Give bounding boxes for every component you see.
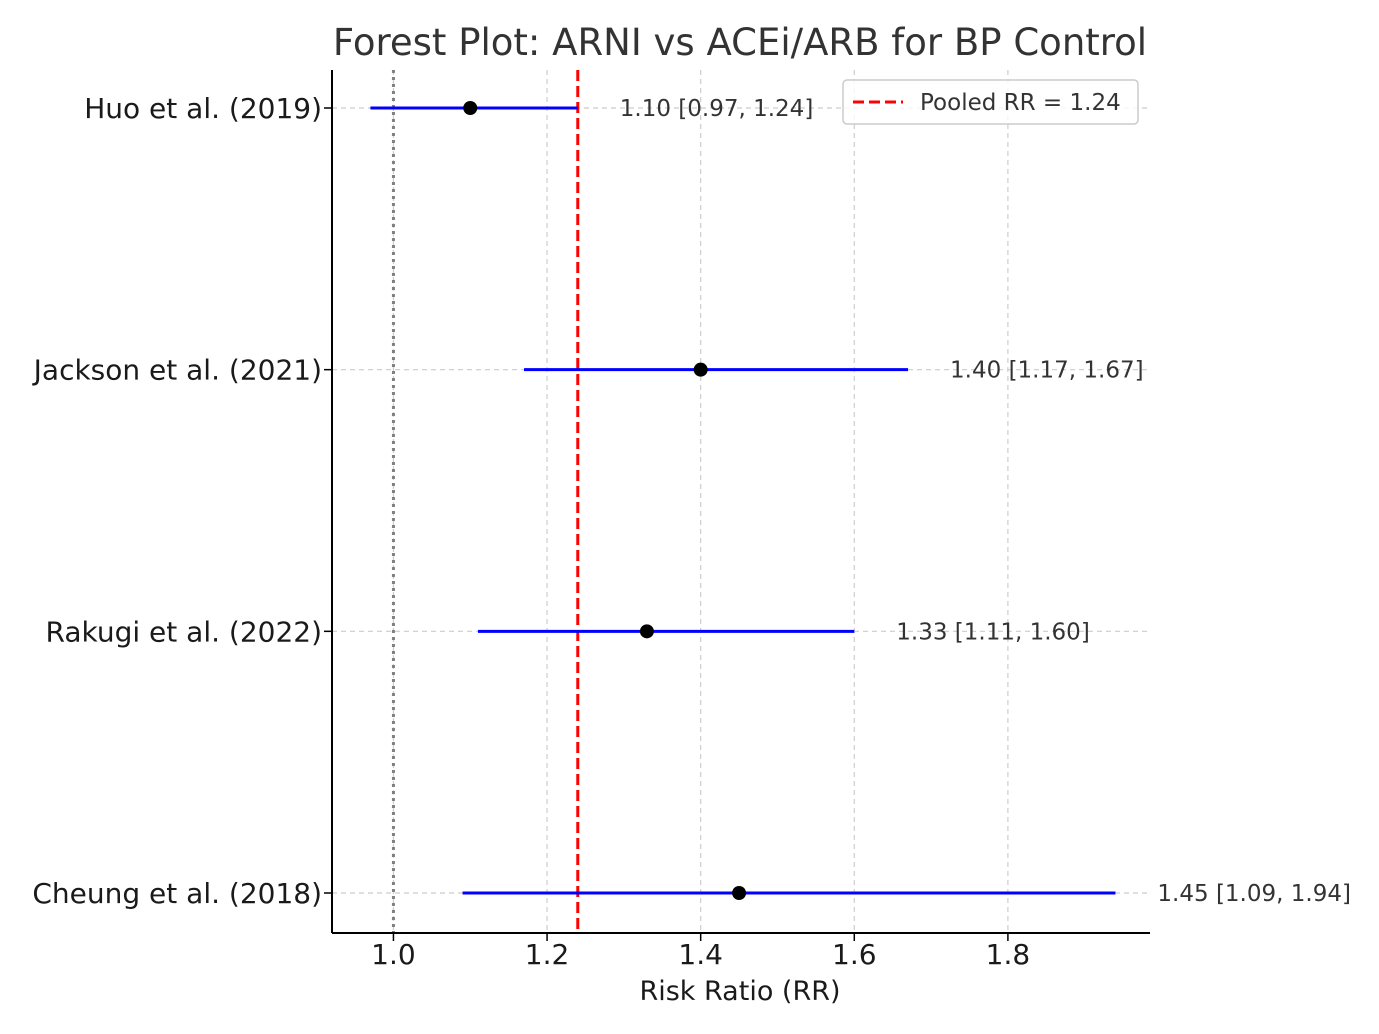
point-estimate [639, 624, 654, 639]
ci-annotation: 1.33 [1.11, 1.60] [896, 619, 1090, 645]
point-estimate [732, 886, 747, 900]
y-tick-label: Rakugi et al. (2022) [46, 615, 323, 648]
axes [331, 70, 1150, 934]
x-tick-label: 1.6 [832, 938, 877, 971]
point-estimate [693, 362, 708, 377]
y-ticks: Huo et al. (2019) Jackson et al. (2021) Ra… [32, 92, 332, 910]
y-tick-label: Jackson et al. (2021) [32, 354, 322, 387]
legend-label-pooled: Pooled RR = 1.24 [920, 90, 1121, 116]
point-estimates [463, 101, 747, 900]
legend: Pooled RR = 1.24 [842, 79, 1139, 125]
point-estimate [463, 101, 478, 115]
y-tick-label: Cheung et al. (2018) [32, 877, 322, 910]
confidence-intervals [370, 106, 1116, 895]
legend-box [842, 79, 1139, 125]
x-tick-label: 1.0 [371, 938, 416, 971]
ci-annotation: 1.45 [1.09, 1.94] [1157, 881, 1351, 907]
annotations: 1.10 [0.97, 1.24] 1.40 [1.17, 1.67] 1.33 [… [620, 96, 1351, 907]
x-tick-label: 1.2 [525, 938, 570, 971]
chart-title: Forest Plot: ARNI vs ACEi/ARB for BP Con… [333, 21, 1147, 64]
ci-annotation: 1.40 [1.17, 1.67] [950, 358, 1144, 384]
x-tick-label: 1.8 [986, 938, 1031, 971]
y-tick-label: Huo et al. (2019) [84, 92, 322, 125]
x-tick-label: 1.4 [678, 938, 723, 971]
x-ticks: 1.0 1.2 1.4 1.6 1.8 [371, 933, 1030, 971]
grid-lines [332, 70, 1150, 933]
ci-annotation: 1.10 [0.97, 1.24] [620, 96, 814, 122]
x-axis-label: Risk Ratio (RR) [639, 976, 840, 1007]
